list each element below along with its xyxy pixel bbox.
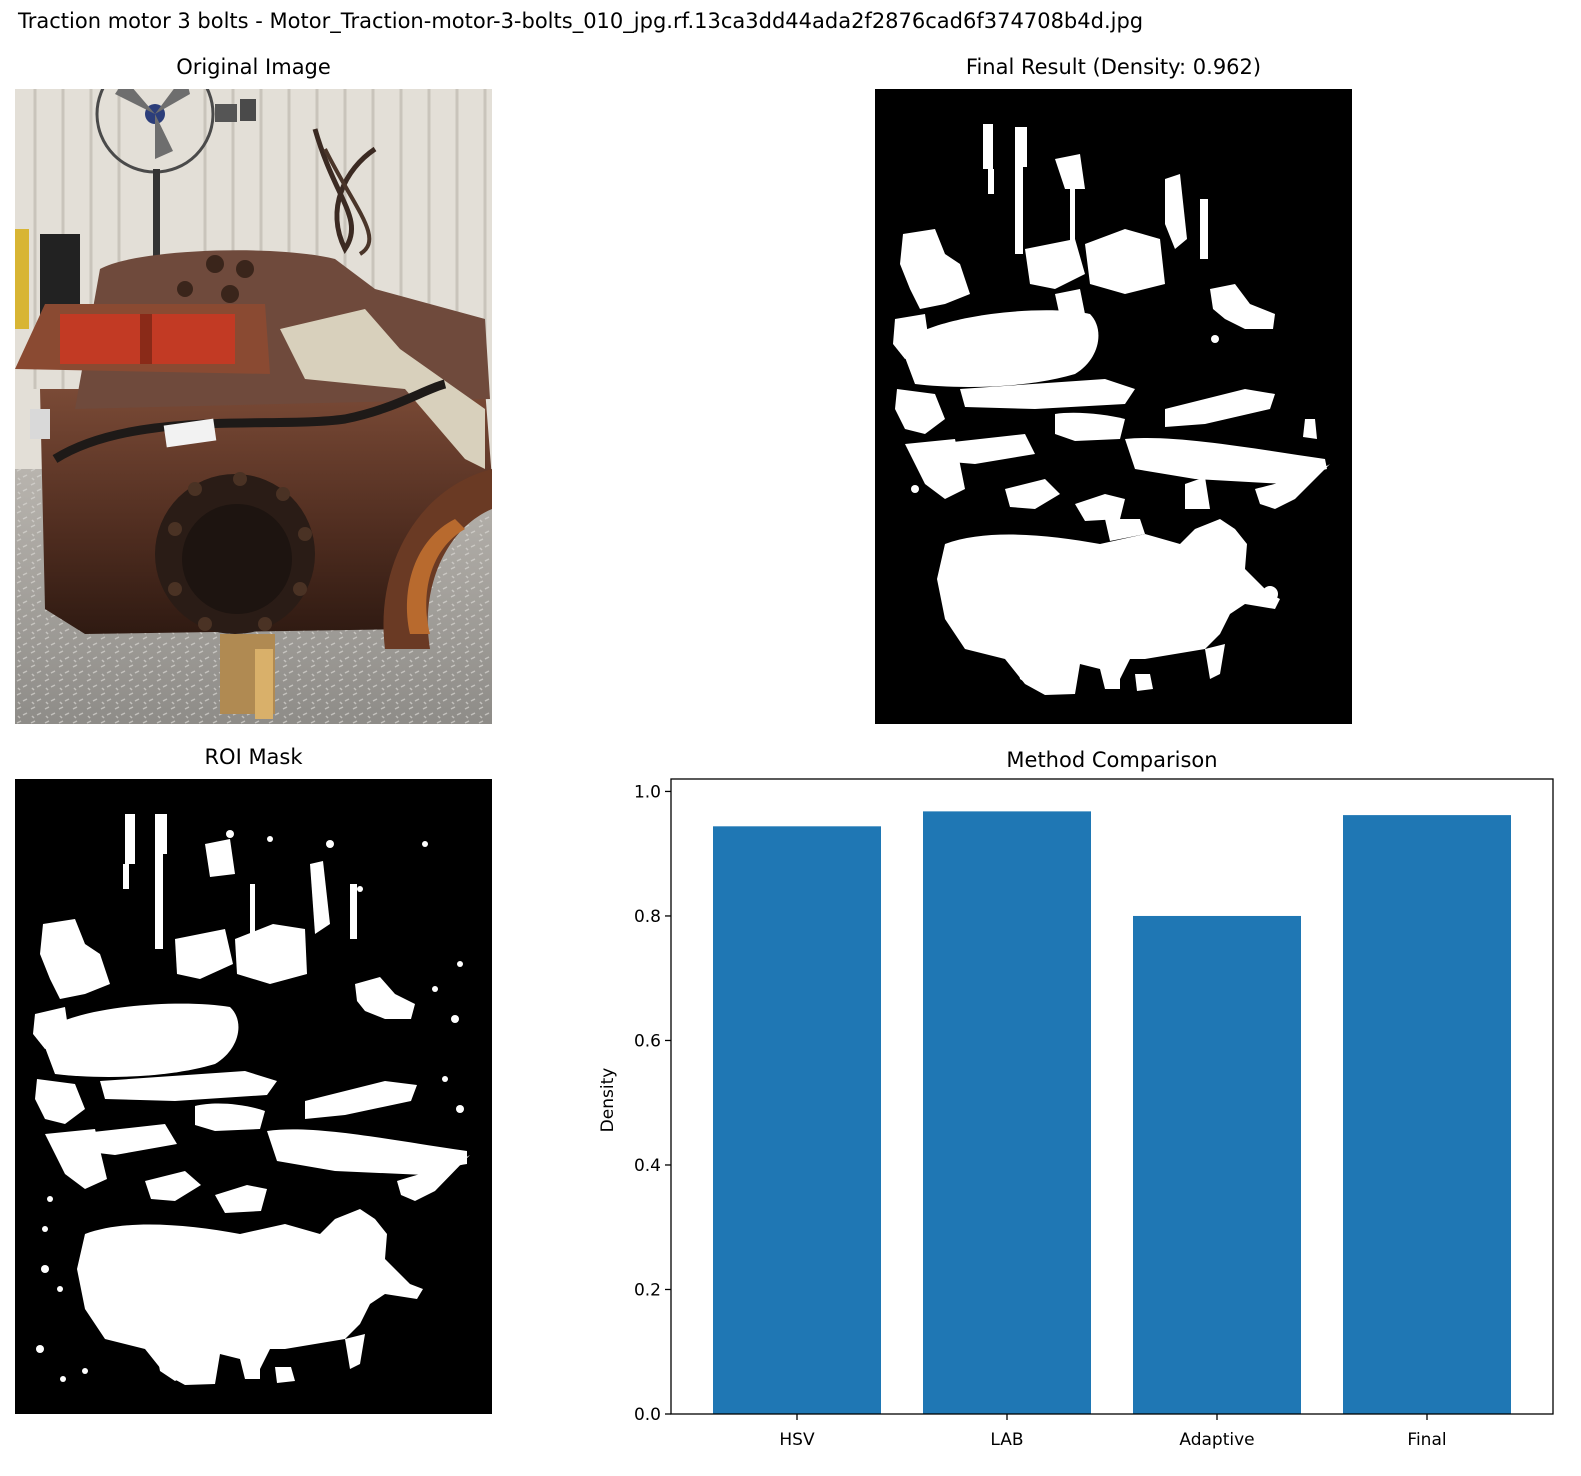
chart-axes-frame [670,778,1554,1415]
chart-bars [713,811,1511,1414]
original-image-photo [15,89,492,724]
y-tick-label: 0.2 [634,1280,661,1300]
x-tick-label-adaptive: Adaptive [1179,1430,1254,1450]
roi-mask-title: ROI Mask [204,745,303,769]
final-result-mask-image [875,89,1352,724]
roi-mask-panel [15,779,492,1414]
final-result-mask-panel [875,89,1352,724]
y-tick-label: 1.0 [634,782,661,802]
figure-suptitle: Traction motor 3 bolts - Motor_Traction-… [18,9,1144,33]
bar-lab [923,811,1091,1414]
x-tick-label-hsv: HSV [779,1430,815,1450]
original-image-title: Original Image [176,55,331,79]
y-tick-label: 0.6 [634,1031,661,1051]
x-tick-label-final: Final [1407,1430,1446,1450]
original-image-panel [15,89,492,724]
x-tick-label-lab: LAB [990,1430,1023,1450]
chart-title: Method Comparison [1006,748,1217,772]
chart-x-ticks: HSV LAB Adaptive Final [779,1414,1447,1450]
y-tick-label: 0.0 [634,1405,661,1425]
roi-mask-image [15,779,492,1414]
y-tick-label: 0.4 [634,1156,661,1176]
bar-hsv [713,826,881,1414]
y-tick-label: 0.8 [634,907,661,927]
bar-adaptive [1133,915,1301,1414]
chart-y-axis-label: Density [598,1068,618,1133]
chart-y-ticks: 0.0 0.2 0.4 0.6 0.8 1.0 [634,782,671,1425]
final-result-title: Final Result (Density: 0.962) [965,55,1262,79]
bar-final [1343,815,1511,1414]
